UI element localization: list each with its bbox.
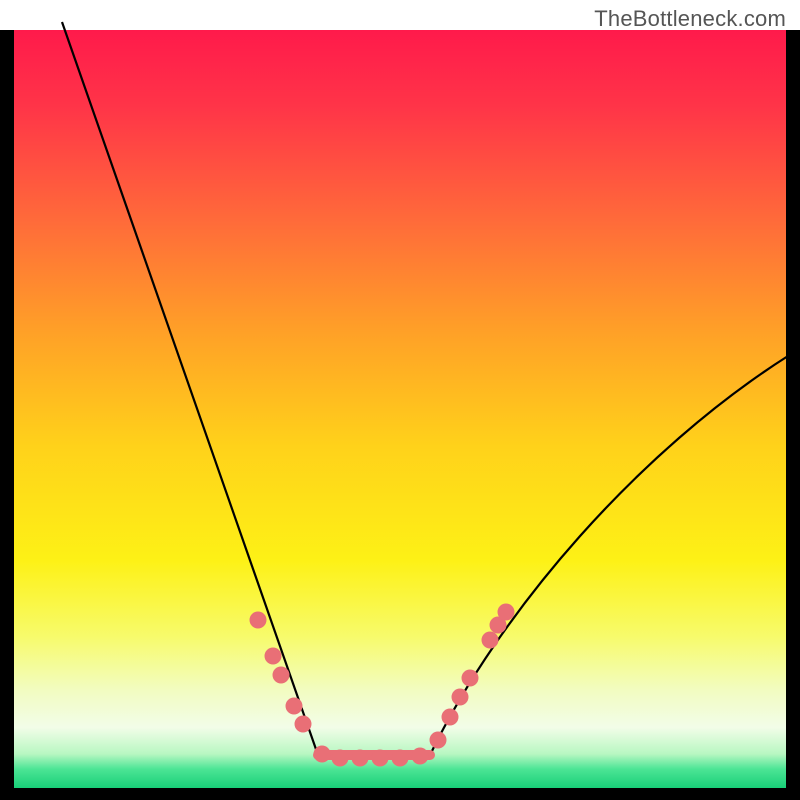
curve-marker [265, 648, 282, 665]
curve-marker [442, 709, 459, 726]
curve-layer [0, 0, 800, 800]
curve-left [62, 22, 318, 755]
watermark-text: TheBottleneck.com [594, 6, 786, 32]
curve-marker [412, 748, 429, 765]
curve-marker [462, 670, 479, 687]
curve-marker [498, 604, 515, 621]
curve-marker [392, 750, 409, 767]
curve-right [430, 356, 788, 755]
curve-marker [372, 750, 389, 767]
curve-marker [273, 667, 290, 684]
curve-marker [250, 612, 267, 629]
curve-marker [352, 750, 369, 767]
curve-marker [482, 632, 499, 649]
curve-marker [314, 746, 331, 763]
curve-marker [332, 750, 349, 767]
curve-marker [295, 716, 312, 733]
chart-root: TheBottleneck.com [0, 0, 800, 800]
curve-marker [452, 689, 469, 706]
curve-marker [430, 732, 447, 749]
marker-group [250, 604, 515, 767]
curve-marker [286, 698, 303, 715]
